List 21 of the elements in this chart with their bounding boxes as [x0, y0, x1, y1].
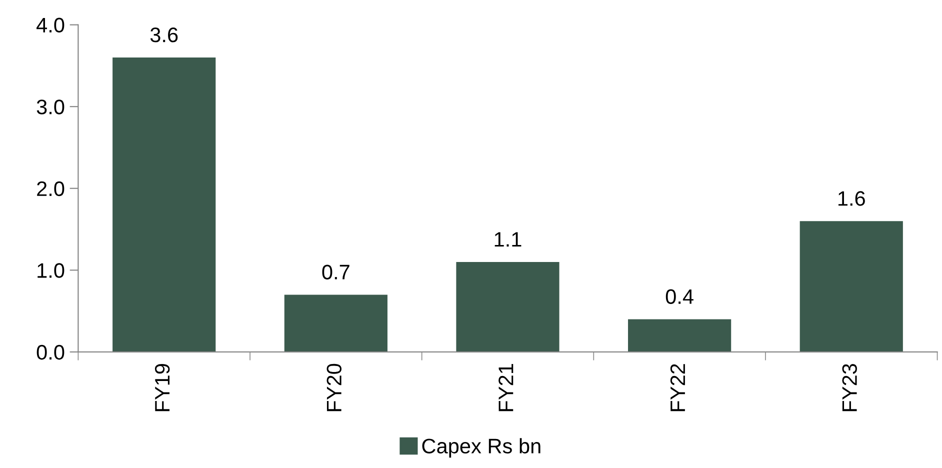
y-tick-label: 1.0 — [38, 263, 64, 278]
x-tick-label: FY23 — [842, 364, 857, 412]
x-tick-label: FY20 — [326, 364, 342, 412]
x-tick-label: FY19 — [154, 364, 170, 412]
y-tick-label: 2.0 — [37, 181, 64, 196]
bar — [800, 221, 903, 352]
x-tick-label: FY21 — [498, 364, 514, 412]
bar — [284, 294, 388, 352]
y-tick-label: 0.0 — [36, 344, 64, 360]
bar — [112, 58, 216, 352]
x-tick-label: FY22 — [670, 364, 685, 412]
bar — [628, 319, 732, 352]
data-label: 1.1 — [494, 232, 522, 247]
y-tick-label: 4.0 — [36, 18, 64, 33]
data-label: 1.6 — [838, 191, 865, 206]
y-tick-label: 3.0 — [36, 100, 64, 114]
data-label: 3.6 — [150, 28, 178, 42]
bar — [456, 262, 560, 352]
legend-label: Capex Rs bn — [422, 438, 540, 458]
data-label: 0.4 — [666, 289, 694, 304]
data-label: 0.7 — [322, 264, 350, 280]
